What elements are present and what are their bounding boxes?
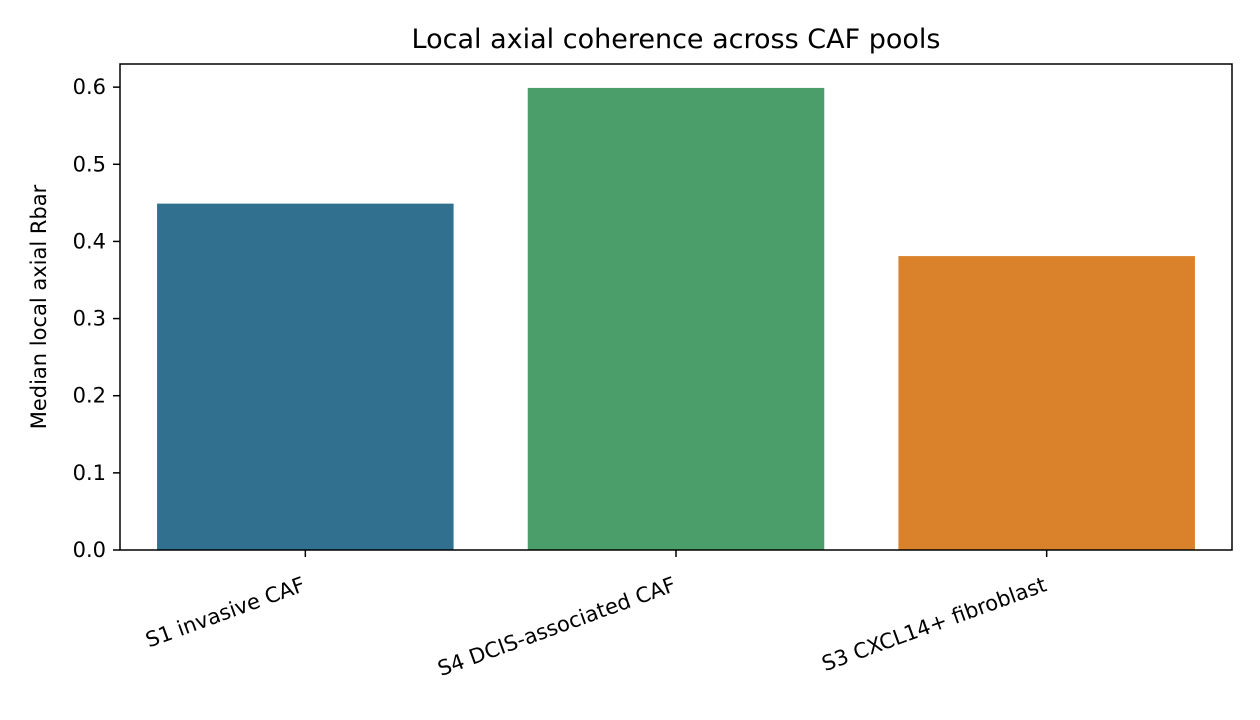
plot-frame xyxy=(119,63,1233,551)
chart-title: Local axial coherence across CAF pools xyxy=(412,24,941,55)
bar-s4-dcis-associated-caf xyxy=(527,87,825,551)
bar-s3-cxcl14-fibroblast xyxy=(898,256,1195,550)
bar-s1-invasive-caf xyxy=(157,203,454,550)
x-tick-label: S4 DCIS-associated CAF xyxy=(434,572,678,681)
y-tick-label: 0.3 xyxy=(73,307,106,331)
y-tick-label: 0.5 xyxy=(73,152,106,176)
y-tick-label: 0.6 xyxy=(73,75,106,99)
bars-group xyxy=(157,87,1195,551)
x-axis-ticks: S1 invasive CAF S4 DCIS-associated CAF S3 … xyxy=(142,550,1050,681)
y-tick-label: 0.1 xyxy=(73,461,106,485)
y-axis-label: Median local axial Rbar xyxy=(27,184,51,429)
y-tick-label: 0.0 xyxy=(73,538,106,562)
x-tick-label: S3 CXCL14+ fibroblast xyxy=(819,572,1050,676)
x-tick-label: S1 invasive CAF xyxy=(142,572,308,652)
y-axis-ticks: 0.0 0.1 0.2 0.3 0.4 0.5 0.6 xyxy=(73,75,120,562)
y-tick-label: 0.2 xyxy=(73,384,106,408)
y-tick-label: 0.4 xyxy=(73,229,106,253)
